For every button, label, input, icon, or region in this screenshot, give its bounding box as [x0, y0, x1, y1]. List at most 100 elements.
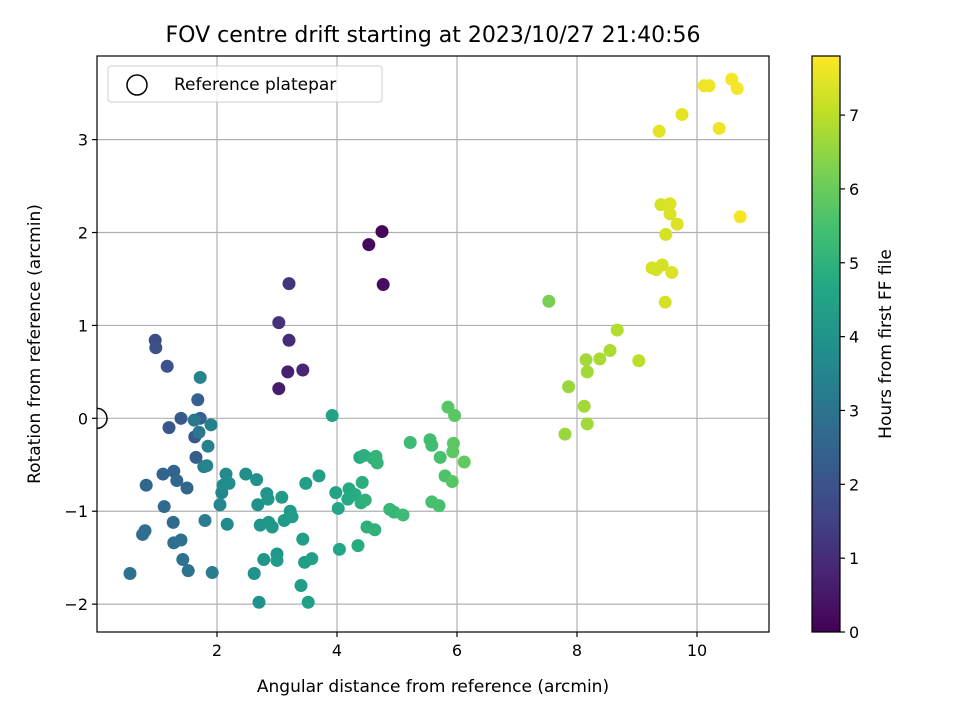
data-point [593, 352, 607, 366]
plot-frame [96, 55, 770, 633]
x-tick-label: 8 [572, 641, 582, 660]
data-point [670, 217, 684, 231]
data-point [712, 121, 726, 135]
x-tick-label: 10 [687, 641, 707, 660]
data-point [205, 566, 219, 580]
data-point [299, 476, 313, 490]
data-point [448, 409, 462, 423]
data-point [396, 508, 410, 522]
data-point [272, 382, 286, 396]
colorbar-tick-label: 2 [849, 475, 859, 494]
data-point [580, 417, 594, 431]
legend-entry-reference: Reference platepar [174, 75, 336, 95]
data-point [655, 258, 669, 272]
data-points [123, 72, 747, 609]
data-point [136, 527, 150, 541]
y-axis-label: Rotation from reference (arcmin) [25, 204, 45, 484]
data-point [733, 210, 747, 224]
colorbar-tick-label: 4 [849, 328, 859, 347]
reference-point-layer [97, 407, 108, 430]
data-point [663, 197, 677, 211]
data-point [702, 79, 716, 93]
data-point [189, 450, 203, 464]
y-tick-label: 3 [78, 131, 88, 150]
colorbar-gradient [811, 55, 841, 633]
data-point [281, 365, 295, 379]
data-point [579, 353, 593, 367]
data-point [193, 370, 207, 384]
colorbar-tick-label: 6 [849, 180, 859, 199]
data-point [432, 499, 446, 513]
data-point [220, 517, 234, 531]
data-point [149, 341, 163, 355]
data-point [562, 380, 576, 394]
data-point [658, 295, 672, 309]
grid-lines [97, 56, 769, 632]
data-point [332, 542, 346, 556]
data-point [139, 478, 153, 492]
y-tick-label: −1 [64, 502, 88, 521]
x-tick-label: 6 [452, 641, 462, 660]
data-point [180, 481, 194, 495]
data-point [200, 459, 214, 473]
data-point [577, 399, 591, 413]
x-tick-label: 2 [212, 641, 222, 660]
data-point [652, 124, 666, 138]
x-axis-ticks: 2 4 6 8 10 [212, 632, 707, 660]
data-point [542, 294, 556, 308]
data-point [296, 363, 310, 377]
y-tick-label: −2 [64, 595, 88, 614]
data-point [580, 365, 594, 379]
data-point [433, 450, 447, 464]
colorbar-ticks: 0 1 2 3 4 5 6 7 [840, 106, 859, 642]
data-point [663, 207, 677, 221]
data-point [632, 354, 646, 368]
data-point [252, 595, 266, 609]
data-point [282, 333, 296, 347]
colorbar-tick-label: 1 [849, 549, 859, 568]
y-axis-ticks: −2 −1 0 1 2 3 [64, 131, 97, 614]
data-point [425, 438, 439, 452]
data-point [156, 467, 170, 481]
data-point [285, 510, 299, 524]
data-point [351, 539, 365, 553]
data-point [558, 427, 572, 441]
data-point [174, 533, 188, 547]
data-point [157, 500, 171, 514]
data-point [272, 316, 286, 330]
data-point [445, 474, 459, 488]
data-point [362, 238, 376, 252]
data-point [305, 552, 319, 566]
data-point [191, 393, 205, 407]
data-point [403, 435, 417, 449]
data-point [261, 492, 275, 506]
data-point [239, 467, 253, 481]
data-point [275, 490, 289, 504]
data-point [170, 474, 184, 488]
data-point [222, 476, 236, 490]
colorbar-tick-label: 7 [849, 106, 859, 125]
colorbar-tick-label: 0 [849, 623, 859, 642]
legend-marker-reference [126, 74, 148, 96]
data-point [247, 566, 261, 580]
y-tick-label: 1 [78, 316, 88, 335]
data-point [325, 409, 339, 423]
data-point [174, 411, 188, 425]
data-point [201, 439, 215, 453]
data-point [294, 579, 308, 593]
data-point [187, 413, 201, 427]
data-point [162, 421, 176, 435]
data-point [166, 515, 180, 529]
data-point [375, 225, 389, 239]
data-point [355, 475, 369, 489]
data-point [250, 473, 264, 487]
data-point [610, 323, 624, 337]
data-point [659, 227, 673, 241]
data-point [376, 278, 390, 292]
data-point [282, 277, 296, 291]
data-point [270, 553, 284, 567]
data-point [730, 82, 744, 96]
colorbar-tick-label: 5 [849, 254, 859, 273]
data-point [329, 486, 343, 500]
